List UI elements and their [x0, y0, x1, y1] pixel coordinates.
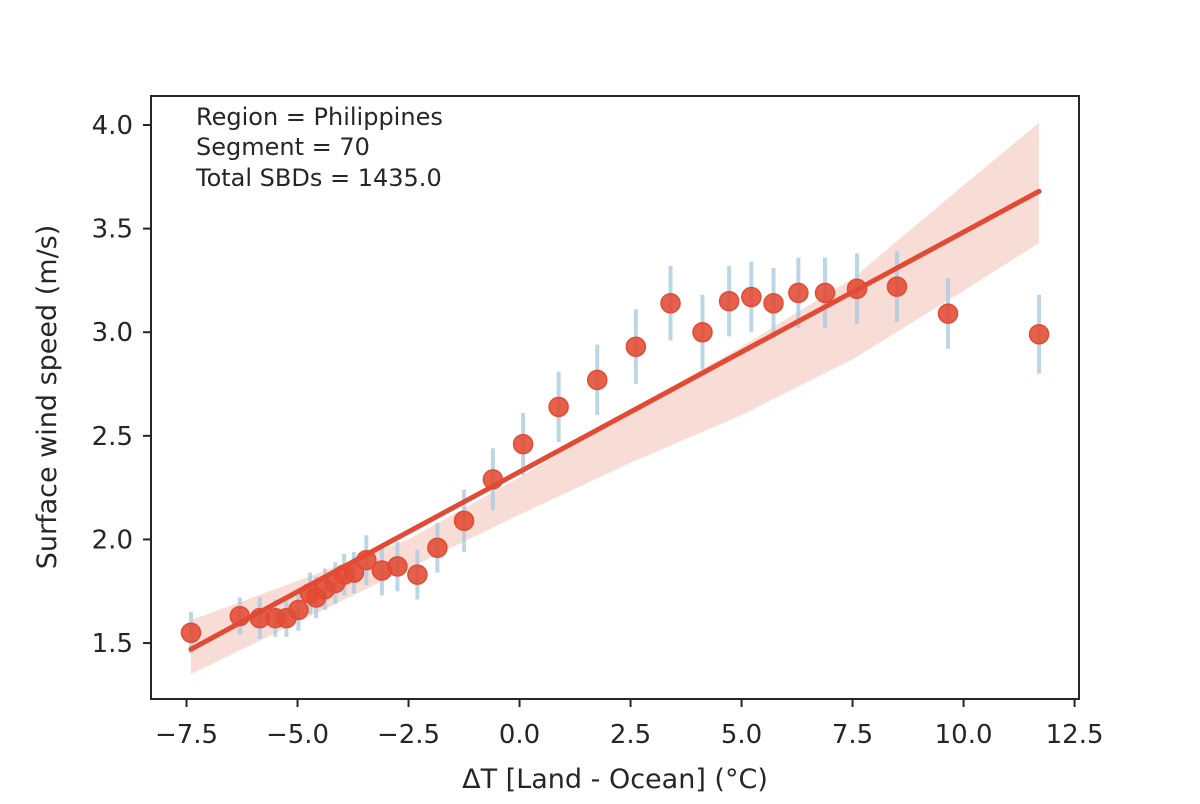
- y-tick-label: 2.0: [92, 525, 133, 555]
- x-axis-label: ΔT [Land - Ocean] (°C): [462, 764, 768, 795]
- data-point: [814, 282, 836, 304]
- y-tick-label: 3.5: [92, 215, 133, 245]
- y-tick-label: 1.5: [92, 629, 133, 659]
- x-tick-label: −7.5: [155, 720, 218, 750]
- y-axis-label: Surface wind speed (m/s): [32, 225, 63, 570]
- data-point: [427, 537, 448, 558]
- data-point: [343, 562, 365, 583]
- data-point: [180, 622, 202, 643]
- x-tick-label: 0.0: [499, 720, 540, 750]
- x-tick-label: 12.5: [1046, 720, 1104, 750]
- y-tick-label: 3.0: [92, 318, 133, 348]
- y-tick-layer: 1.5 2.0 2.5 3.0 3.5 4.0: [92, 111, 151, 659]
- data-point: [937, 303, 959, 324]
- data-point: [1028, 324, 1050, 345]
- data-point: [625, 336, 647, 357]
- data-point: [763, 292, 784, 314]
- x-tick-label: 10.0: [935, 720, 993, 750]
- x-tick-label: 2.5: [610, 720, 651, 750]
- annotation-segment: Segment = 70: [196, 133, 370, 161]
- annotation-layer: Region = Philippines Segment = 70 Total …: [195, 103, 443, 192]
- data-point: [718, 290, 740, 312]
- data-point-layer: [180, 276, 1050, 643]
- plot-frame: [150, 95, 1080, 700]
- data-point: [229, 605, 251, 627]
- data-point: [356, 549, 377, 571]
- fit-line-layer: [188, 188, 1042, 652]
- y-tick-label: 2.5: [92, 422, 133, 452]
- x-tick-label: 5.0: [721, 720, 762, 750]
- data-point: [512, 433, 534, 455]
- data-point: [453, 510, 475, 532]
- data-point: [482, 469, 504, 490]
- data-point: [846, 278, 868, 299]
- y-tick-label: 4.0: [92, 111, 133, 141]
- axes-layer: [150, 95, 1080, 700]
- data-point: [788, 282, 809, 304]
- data-point: [288, 599, 309, 621]
- data-point: [692, 321, 713, 343]
- data-point: [548, 396, 569, 418]
- x-tick-label: −5.0: [266, 720, 329, 750]
- data-point: [660, 292, 681, 314]
- data-point: [407, 564, 428, 585]
- data-point: [387, 556, 408, 577]
- data-point: [741, 286, 762, 308]
- data-point: [886, 276, 908, 297]
- x-tick-label: −2.5: [377, 720, 440, 750]
- data-point: [586, 369, 608, 391]
- x-tick-layer: −7.5 −5.0 −2.5 0.0 2.5 5.0 7.5 10.0 12.5: [155, 699, 1104, 750]
- annotation-region: Region = Philippines: [196, 103, 443, 131]
- annotation-total-sbds: Total SBDs = 1435.0: [195, 164, 442, 192]
- x-tick-label: 7.5: [832, 720, 873, 750]
- regression-line: [188, 188, 1042, 652]
